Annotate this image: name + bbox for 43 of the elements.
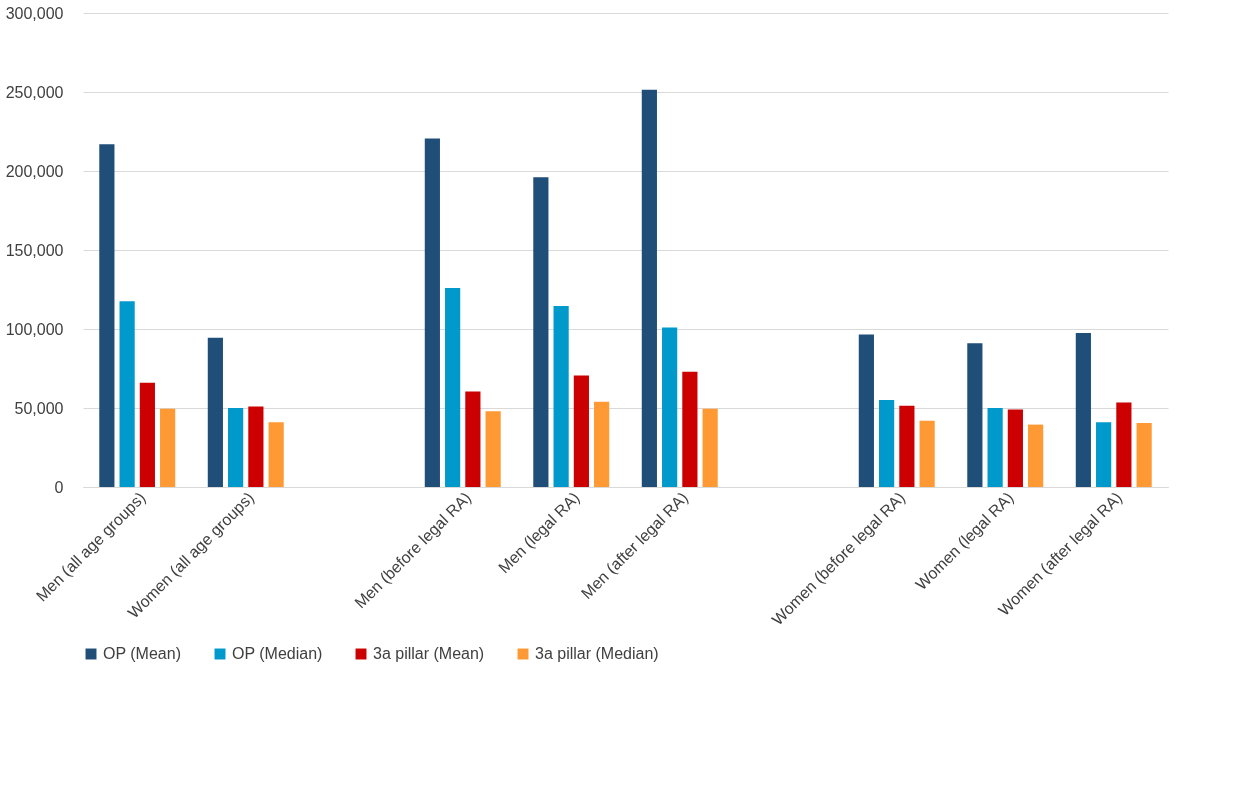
bar	[1116, 402, 1132, 487]
bar	[919, 420, 935, 487]
bar	[1028, 424, 1044, 487]
bar	[573, 375, 589, 487]
bar	[1136, 423, 1152, 487]
y-tick-label: 100,000	[5, 320, 64, 338]
bar	[207, 337, 223, 487]
y-tick-label: 0	[54, 478, 64, 496]
bar	[1007, 409, 1023, 487]
bar	[987, 408, 1003, 487]
y-tick-label: 300,000	[5, 4, 64, 22]
bar	[641, 89, 657, 487]
bar	[139, 382, 155, 487]
bar	[682, 371, 698, 487]
bar	[465, 391, 481, 487]
legend-label: 3a pillar (Mean)	[373, 645, 485, 662]
bar	[662, 327, 678, 487]
bar	[899, 405, 915, 487]
bar	[445, 287, 461, 487]
y-tick-label: 150,000	[5, 241, 64, 259]
legend-label: 3a pillar (Median)	[535, 645, 659, 662]
legend-label: OP (Median)	[232, 645, 323, 662]
bar	[967, 343, 983, 487]
bar	[160, 408, 176, 487]
bar	[1075, 332, 1091, 487]
bar	[533, 177, 549, 487]
bar	[553, 306, 569, 487]
bar	[268, 422, 284, 487]
bar	[228, 408, 244, 487]
y-tick-label: 50,000	[14, 399, 64, 417]
bar	[879, 400, 895, 487]
bar	[702, 408, 718, 487]
bar	[485, 411, 501, 487]
bar	[858, 334, 874, 487]
y-tick-label: 200,000	[5, 162, 64, 180]
bar	[424, 138, 440, 487]
bar	[248, 406, 264, 487]
bar	[594, 401, 610, 487]
bar	[1096, 422, 1112, 487]
bar	[119, 301, 135, 487]
legend-label: OP (Mean)	[103, 645, 181, 662]
y-tick-label: 250,000	[5, 83, 64, 101]
bar	[99, 144, 115, 487]
